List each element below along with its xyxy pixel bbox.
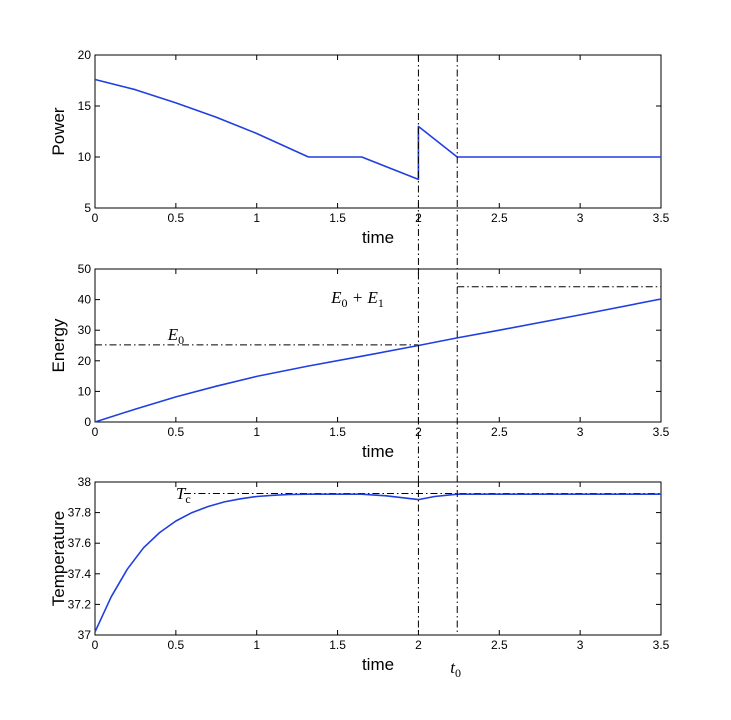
x-tick-label: 0: [92, 638, 99, 652]
y-tick-label: 50: [78, 262, 92, 276]
annotation-label-subscript-2: 1: [378, 296, 384, 310]
x-tick-label: 1: [253, 211, 260, 225]
x-tick-label: 0: [92, 425, 99, 439]
annotation-label-symbol: E: [330, 288, 342, 307]
y-tick-label: 37: [78, 628, 92, 642]
y-axis-label: Power: [49, 107, 68, 156]
plot-frame: [94, 481, 662, 636]
annotation-label-symbol: E: [167, 325, 179, 344]
y-tick-label: 20: [78, 48, 92, 62]
panel-energy: 00.511.522.533.501020304050timeEnergyE0E…: [49, 262, 670, 461]
t0-label: t0: [450, 658, 461, 680]
x-tick-label: 1: [253, 425, 260, 439]
x-tick-label: 0.5: [168, 425, 185, 439]
y-tick-label: 0: [84, 415, 91, 429]
series-line-energy: [94, 298, 662, 423]
x-tick-label: 0: [92, 211, 99, 225]
y-tick-label: 10: [78, 384, 92, 398]
x-tick-label: 1.5: [329, 425, 346, 439]
annotation-label-operator: +: [347, 288, 367, 307]
y-tick-label: 37.2: [68, 597, 92, 611]
x-tick-label: 2: [415, 638, 422, 652]
x-tick-label: 3: [577, 638, 584, 652]
x-axis-label: time: [362, 442, 394, 461]
annotation-label-subscript: c: [185, 492, 190, 506]
annotation-label: E0: [167, 325, 184, 347]
y-tick-label: 10: [78, 150, 92, 164]
annotation-label: E0 + E1: [330, 288, 384, 310]
y-tick-label: 40: [78, 293, 92, 307]
x-tick-label: 2.5: [491, 638, 508, 652]
t0-label-subscript: 0: [455, 666, 461, 680]
x-tick-label: 3: [577, 425, 584, 439]
y-axis-label: Energy: [49, 318, 68, 372]
x-axis-label: time: [362, 228, 394, 247]
plot-frame: [94, 268, 662, 423]
y-tick-label: 37.4: [68, 567, 92, 581]
x-tick-label: 1: [253, 638, 260, 652]
annotation-label-subscript: 0: [178, 333, 184, 347]
x-tick-label: 2.5: [491, 211, 508, 225]
annotation-label-symbol: T: [176, 484, 187, 503]
x-tick-label: 3.5: [653, 211, 670, 225]
series-line-temperature: [94, 493, 661, 633]
annotation-label-symbol-2: E: [366, 288, 378, 307]
x-tick-label: 3: [577, 211, 584, 225]
x-tick-label: 1.5: [329, 638, 346, 652]
y-tick-label: 5: [84, 201, 91, 215]
t0-label-symbol: t: [450, 658, 456, 677]
x-axis-label: time: [362, 655, 394, 674]
x-tick-label: 0.5: [168, 211, 185, 225]
x-tick-label: 3.5: [653, 638, 670, 652]
y-tick-label: 37.8: [68, 506, 92, 520]
annotation-background: [327, 287, 387, 312]
y-tick-label: 30: [78, 323, 92, 337]
panel-temperature: 0 0.5 1 1.5 2 2.5 3 3.5 37 37.2 37.4 37.6 37.8 38 time…: [49, 475, 670, 674]
x-tick-label: 2.5: [491, 425, 508, 439]
y-axis-label: Temperature: [49, 511, 68, 606]
plot-frame: [94, 54, 662, 209]
x-tick-label: 0.5: [168, 638, 185, 652]
y-tick-label: 37.6: [68, 536, 92, 550]
annotation-label-subscript: 0: [341, 296, 347, 310]
y-tick-label: 38: [78, 475, 92, 489]
y-tick-label: 15: [78, 99, 92, 113]
y-tick-label: 20: [78, 354, 92, 368]
series-line-power: [94, 78, 661, 181]
x-tick-label: 3.5: [653, 425, 670, 439]
annotation-label: Tc: [176, 484, 191, 506]
x-tick-label: 1.5: [329, 211, 346, 225]
